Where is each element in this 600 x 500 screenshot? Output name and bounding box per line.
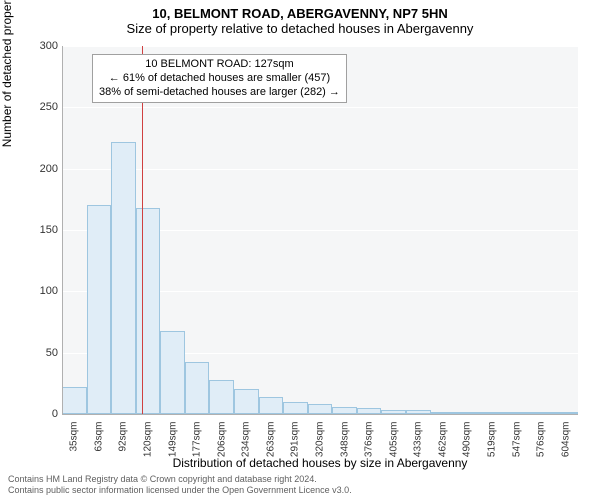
x-tick-label: 206sqm (216, 422, 227, 462)
histogram-bar (185, 362, 210, 414)
x-tick-label: 63sqm (93, 422, 104, 462)
x-tick-label: 177sqm (192, 422, 203, 462)
x-tick-label: 547sqm (511, 422, 522, 462)
y-tick-label: 100 (18, 285, 58, 297)
y-tick-label: 200 (18, 163, 58, 175)
y-tick-label: 250 (18, 101, 58, 113)
histogram-bar (308, 404, 333, 414)
annotation-box: 10 BELMONT ROAD: 127sqm← 61% of detached… (92, 54, 347, 103)
credits-line1: Contains HM Land Registry data © Crown c… (8, 474, 317, 484)
x-tick-label: 35sqm (69, 422, 80, 462)
x-tick-label: 604sqm (560, 422, 571, 462)
histogram-bar (259, 397, 284, 414)
annotation-line1: 10 BELMONT ROAD: 127sqm (99, 58, 340, 72)
x-tick-label: 120sqm (143, 422, 154, 462)
y-tick-label: 0 (18, 408, 58, 420)
credits-line2: Contains public sector information licen… (8, 485, 352, 495)
x-tick-label: 462sqm (437, 422, 448, 462)
title-sub: Size of property relative to detached ho… (0, 21, 600, 40)
histogram-bar (332, 407, 357, 414)
x-tick-label: 348sqm (339, 422, 350, 462)
x-tick-label: 149sqm (167, 422, 178, 462)
gridline (62, 46, 578, 47)
y-tick-label: 150 (18, 224, 58, 236)
histogram-bar (111, 142, 136, 414)
x-tick-label: 320sqm (315, 422, 326, 462)
x-tick-label: 376sqm (364, 422, 375, 462)
histogram-bar (62, 387, 87, 414)
annotation-line3: 38% of semi-detached houses are larger (… (99, 86, 340, 100)
histogram-bar (160, 331, 185, 414)
gridline (62, 107, 578, 108)
x-tick-label: 263sqm (265, 422, 276, 462)
x-tick-label: 291sqm (290, 422, 301, 462)
y-axis-label: Number of detached properties (0, 0, 14, 147)
gridline (62, 169, 578, 170)
annotation-line2: ← 61% of detached houses are smaller (45… (99, 72, 340, 86)
x-tick-label: 490sqm (462, 422, 473, 462)
credits: Contains HM Land Registry data © Crown c… (8, 474, 352, 496)
x-tick-label: 519sqm (487, 422, 498, 462)
y-axis-line (62, 46, 63, 414)
x-tick-label: 405sqm (388, 422, 399, 462)
x-axis-line (62, 414, 578, 415)
x-tick-label: 433sqm (413, 422, 424, 462)
histogram-bar (283, 402, 308, 414)
histogram-bar (209, 380, 234, 414)
histogram-bar (87, 205, 112, 414)
chart-plot-area: 10 BELMONT ROAD: 127sqm← 61% of detached… (62, 46, 578, 414)
x-tick-label: 576sqm (536, 422, 547, 462)
y-tick-label: 300 (18, 40, 58, 52)
histogram-bar (136, 208, 161, 414)
title-main: 10, BELMONT ROAD, ABERGAVENNY, NP7 5HN (0, 0, 600, 21)
x-tick-label: 234sqm (241, 422, 252, 462)
x-tick-label: 92sqm (118, 422, 129, 462)
histogram-bar (234, 389, 259, 414)
y-tick-label: 50 (18, 347, 58, 359)
